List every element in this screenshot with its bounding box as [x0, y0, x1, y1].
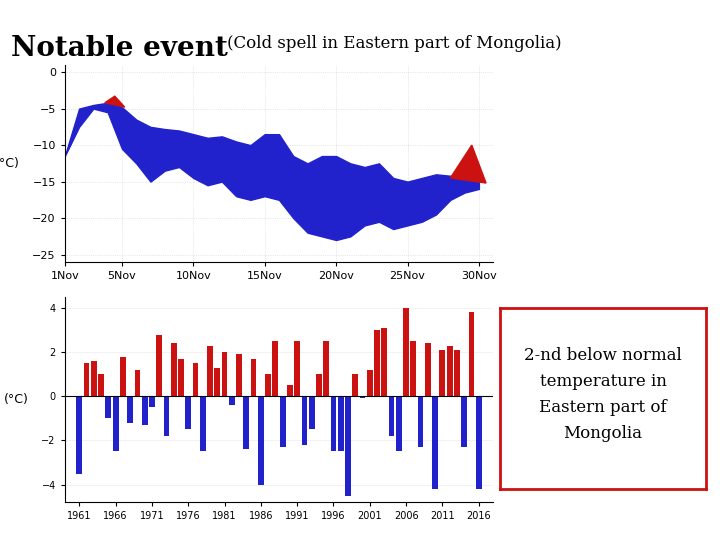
Bar [251, 359, 256, 396]
Bar [149, 396, 155, 407]
Y-axis label: (°C): (°C) [0, 157, 19, 170]
Bar [338, 396, 343, 451]
Bar [469, 313, 474, 396]
Bar [98, 374, 104, 396]
Bar [215, 368, 220, 396]
Bar [316, 374, 322, 396]
Bar [302, 396, 307, 445]
Text: Notable event: Notable event [11, 35, 228, 62]
Bar [156, 334, 162, 396]
Bar [200, 396, 206, 451]
Bar [142, 396, 148, 425]
Bar [127, 396, 133, 423]
Bar [243, 396, 249, 449]
Bar [258, 396, 264, 484]
Bar [359, 396, 366, 399]
Bar [432, 396, 438, 489]
Bar [410, 341, 416, 396]
Bar [76, 396, 82, 474]
Bar [185, 396, 191, 429]
Bar [171, 343, 176, 396]
Bar [272, 341, 278, 396]
Bar [323, 341, 329, 396]
Bar [476, 396, 482, 489]
Bar [330, 396, 336, 451]
Bar [309, 396, 315, 429]
Bar [163, 396, 169, 436]
Bar [91, 361, 96, 396]
Bar [446, 346, 453, 396]
Polygon shape [450, 145, 486, 183]
Bar [287, 385, 293, 396]
Bar [352, 374, 358, 396]
Bar [222, 352, 228, 396]
Bar [462, 396, 467, 447]
Bar [113, 396, 119, 451]
Bar [389, 396, 395, 436]
Bar [439, 350, 445, 396]
Bar [229, 396, 235, 405]
Bar [367, 370, 373, 396]
Bar [178, 359, 184, 396]
Bar [207, 346, 213, 396]
Bar [135, 370, 140, 396]
Bar [454, 350, 460, 396]
Bar [382, 328, 387, 396]
Y-axis label: (°C): (°C) [4, 393, 29, 406]
Bar [374, 330, 380, 396]
Bar [120, 356, 126, 396]
Polygon shape [105, 96, 125, 107]
Bar [265, 374, 271, 396]
Bar [294, 341, 300, 396]
Bar [345, 396, 351, 496]
Bar [396, 396, 402, 451]
Bar [403, 308, 409, 396]
Bar [105, 396, 112, 419]
Bar [280, 396, 286, 447]
Bar [84, 363, 89, 396]
Bar [425, 343, 431, 396]
Bar [236, 354, 242, 396]
Bar [418, 396, 423, 447]
Text: 2-nd below normal
temperature in
Eastern part of
Mongolia: 2-nd below normal temperature in Eastern… [524, 347, 682, 442]
Text: (Cold spell in Eastern part of Mongolia): (Cold spell in Eastern part of Mongolia) [227, 35, 562, 52]
Bar [192, 363, 199, 396]
